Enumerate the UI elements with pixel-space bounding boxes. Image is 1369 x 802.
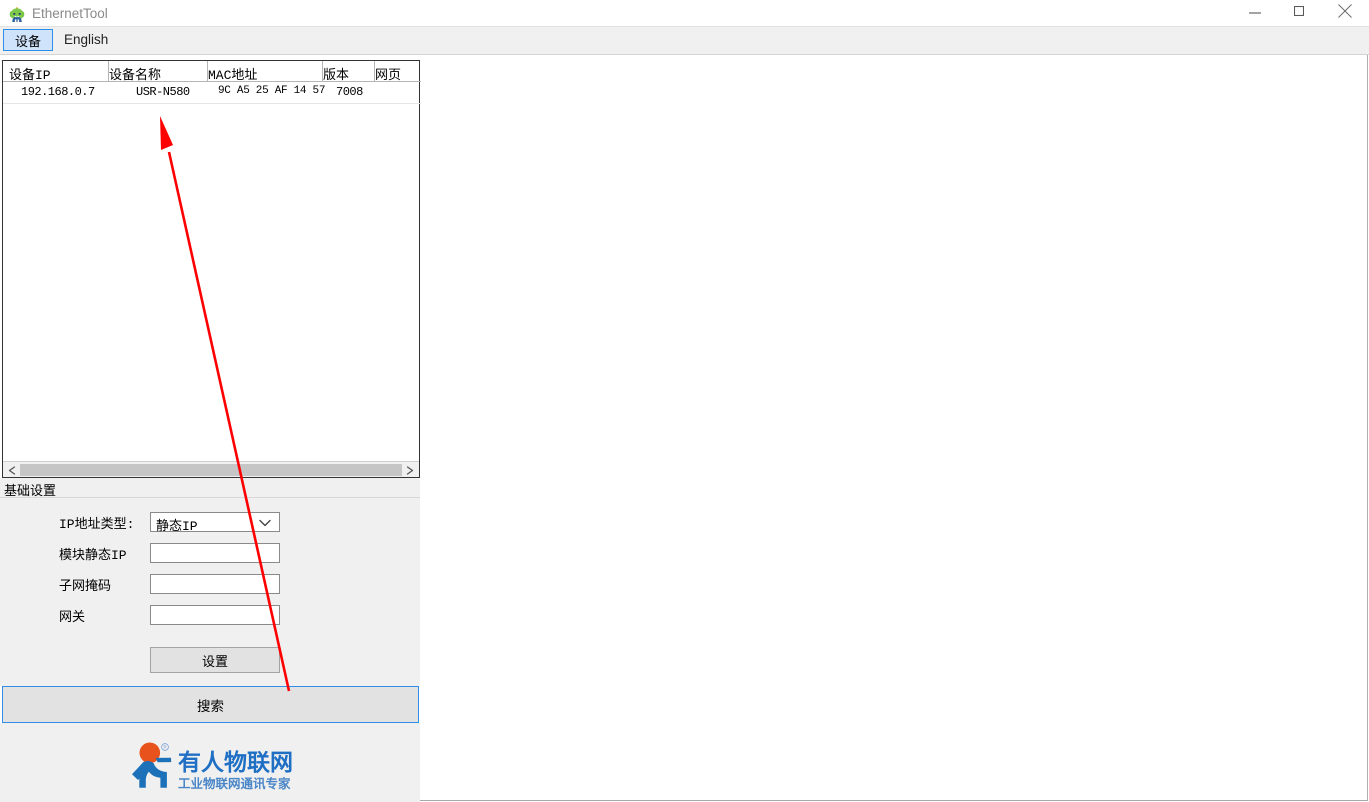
svg-text:R: R: [163, 744, 166, 749]
